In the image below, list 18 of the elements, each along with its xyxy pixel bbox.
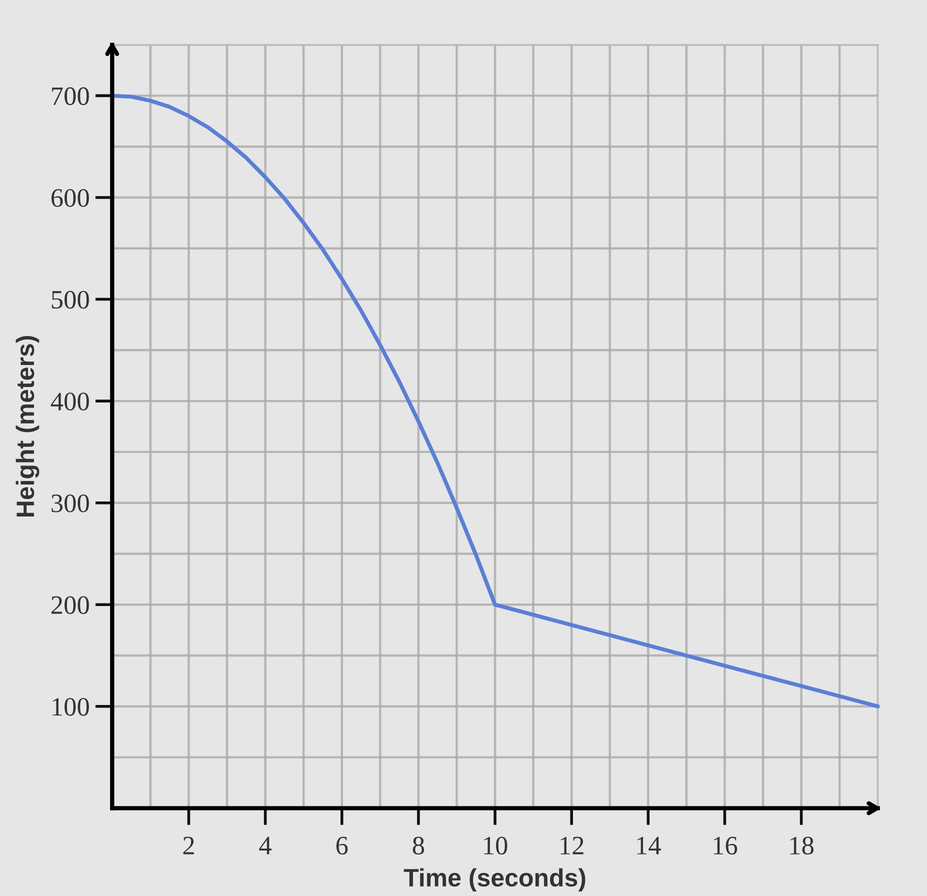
x-tick-label: 8 xyxy=(412,836,424,855)
x-tick-label: 16 xyxy=(714,836,738,855)
y-tick-label: 500 xyxy=(52,290,89,309)
y-tick-label: 300 xyxy=(52,494,89,512)
y-tick-label: 600 xyxy=(51,189,89,207)
x-tick-label: 6 xyxy=(336,836,348,855)
x-tick-label: 2 xyxy=(183,836,194,854)
x-tick-label: 4 xyxy=(259,836,272,854)
y-tick-label: 200 xyxy=(52,596,89,614)
y-tick-label: 700 xyxy=(52,87,89,106)
y-tick-label: 400 xyxy=(50,392,89,410)
x-tick-label: 14 xyxy=(637,836,661,854)
x-tick-label: 12 xyxy=(560,836,584,854)
y-tick-label: 100 xyxy=(52,698,89,716)
x-tick-label: 18 xyxy=(790,836,814,855)
x-axis-title: Time (seconds) xyxy=(404,868,586,892)
y-axis-title: Height (meters) xyxy=(16,336,40,516)
x-tick-label: 10 xyxy=(484,836,508,855)
